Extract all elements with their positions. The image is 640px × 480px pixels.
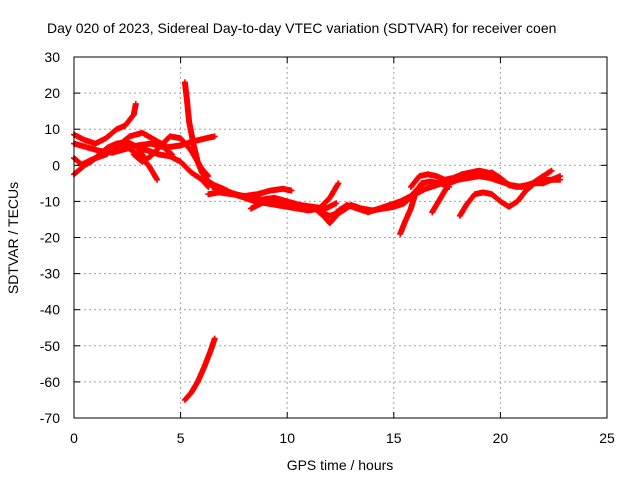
- x-tick-label: 5: [177, 430, 185, 446]
- series-track-7: [135, 144, 212, 190]
- y-tick-label: 0: [52, 157, 60, 173]
- x-tick-label: 20: [493, 430, 509, 446]
- chart-title: Day 020 of 2023, Sidereal Day-to-day VTE…: [47, 20, 556, 36]
- y-tick-label: -20: [40, 230, 60, 246]
- x-tick-label: 0: [70, 430, 78, 446]
- y-axis-label: SDTVAR / TECUs: [5, 182, 21, 294]
- series-track-18: [412, 167, 555, 198]
- data-points: [181, 335, 218, 403]
- data-layer: [71, 79, 564, 403]
- data-points: [412, 167, 555, 198]
- y-tick-label: 10: [44, 121, 60, 137]
- y-tick-label: -50: [40, 338, 60, 354]
- x-tick-label: 25: [599, 430, 615, 446]
- data-points: [135, 144, 212, 190]
- y-tick-label: -70: [40, 410, 60, 426]
- series-track-19: [181, 335, 218, 403]
- y-tick-label: -60: [40, 374, 60, 390]
- x-tick-label: 15: [386, 430, 402, 446]
- grid: [74, 57, 607, 418]
- y-tick-label: 30: [44, 49, 60, 65]
- y-tick-label: -40: [40, 302, 60, 318]
- y-tick-label: -30: [40, 266, 60, 282]
- y-tick-label: 20: [44, 85, 60, 101]
- x-tick-label: 10: [279, 430, 295, 446]
- x-axis-ticks: 0 5 10 15 20 25: [70, 57, 615, 446]
- y-tick-label: -10: [40, 193, 60, 209]
- y-axis-ticks: -70 -60 -50 -40 -30 -20 -10 0 10 20 30: [40, 49, 607, 426]
- x-axis-label: GPS time / hours: [287, 457, 394, 473]
